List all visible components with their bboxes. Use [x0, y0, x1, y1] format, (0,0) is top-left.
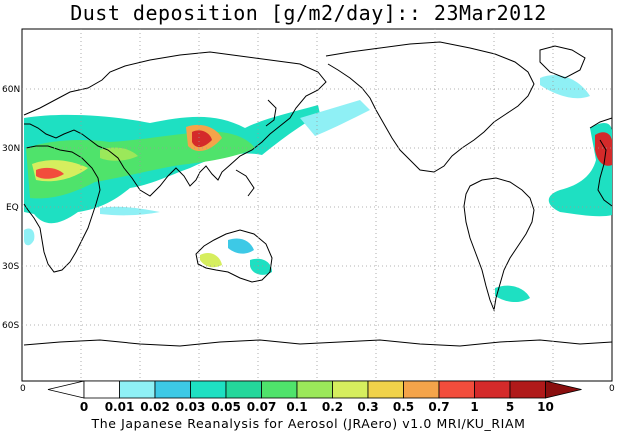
colorbar-box: [154, 380, 191, 399]
colorbar-legend: 0 0.01 0.02 0.03 0.05 0.07 0.1 0.2 0.3 0.5 0.7 1 5 10: [47, 380, 582, 414]
colorbar-level-label: 0.1: [286, 400, 307, 414]
colorbar-box: [403, 380, 440, 399]
footer-credit: The Japanese Reanalysis for Aerosol (JRA…: [91, 416, 526, 431]
colorbar-level-label: 0: [80, 400, 88, 414]
colorbar-box: [296, 380, 333, 399]
colorbar-level-label: 0.01: [105, 400, 135, 414]
lat-label-30s: 30S: [2, 262, 19, 272]
lat-label-60n: 60N: [2, 85, 20, 95]
edge-label-right: 0: [609, 384, 615, 394]
colorbar-box: [367, 380, 404, 399]
colorbar-box: [190, 380, 227, 399]
edge-label-left: 0: [20, 384, 26, 394]
lat-label-30n: 30N: [2, 144, 20, 154]
colorbar-level-label: 0.07: [247, 400, 277, 414]
colorbar-box: [119, 380, 156, 399]
colorbar-level-label: 0.2: [322, 400, 343, 414]
colorbar-box: [332, 380, 369, 399]
colorbar-level-label: 1: [470, 400, 478, 414]
colorbar-level-label: 0.03: [176, 400, 206, 414]
colorbar-level-label: 10: [537, 400, 554, 414]
colorbar-right-triangle: [545, 380, 582, 399]
colorbar-level-label: 0.05: [211, 400, 241, 414]
graticule: [22, 29, 612, 381]
colorbar-box: [438, 380, 475, 399]
colorbar-left-triangle: [47, 380, 85, 399]
colorbar-level-label: 0.5: [393, 400, 414, 414]
colorbar-box: [474, 380, 511, 399]
colorbar-box: [261, 380, 298, 399]
colorbar-level-label: 0.3: [357, 400, 378, 414]
colorbar-box: [225, 380, 262, 399]
map-title: Dust deposition [g/m2/day]:: 23Mar2012: [70, 1, 547, 25]
lat-label-eq: EQ: [6, 203, 19, 213]
colorbar-level-label: 5: [506, 400, 514, 414]
lat-label-60s: 60S: [2, 321, 19, 331]
colorbar-level-label: 0.02: [140, 400, 170, 414]
colorbar-box: [509, 380, 546, 399]
colorbar-level-label: 0.7: [428, 400, 449, 414]
dust-shading: [24, 75, 612, 303]
colorbar-box: [83, 380, 120, 399]
